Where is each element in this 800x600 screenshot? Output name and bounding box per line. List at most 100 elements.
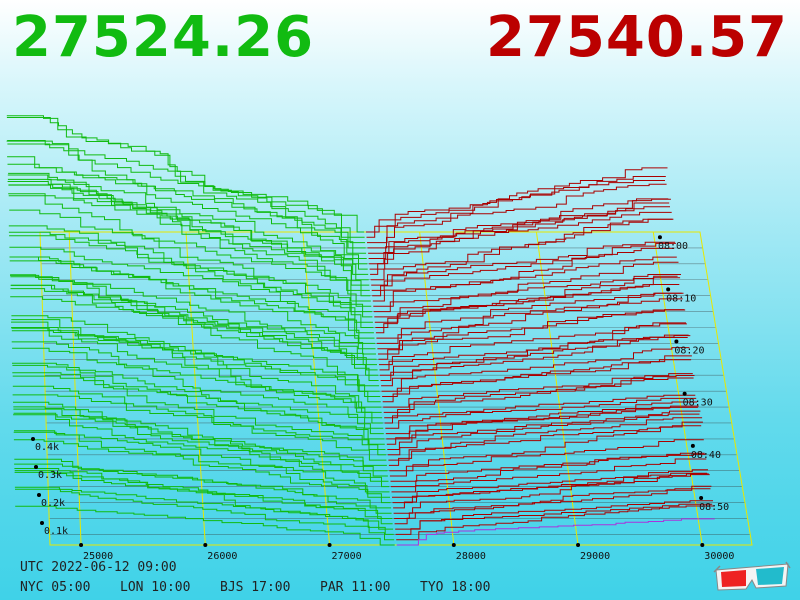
bid-depth-curve — [7, 143, 367, 259]
bid-depth-curve — [9, 209, 374, 328]
bid-depth-curve — [13, 412, 389, 488]
bid-depth-series — [6, 115, 395, 546]
ask-depth-curve — [373, 256, 677, 307]
ask-depth-curve — [386, 405, 699, 445]
bid-depth-curve — [15, 505, 395, 546]
ask-depth-curve — [375, 274, 681, 334]
time-tick-label: 08:20 — [674, 346, 704, 357]
ask-depth-curve — [384, 375, 695, 419]
bid-depth-curve — [14, 486, 394, 535]
ask-depth-curve — [383, 377, 694, 413]
time-tick-label: 08:30 — [683, 398, 713, 409]
price-tick-marker — [576, 543, 581, 547]
ask-depth-curve — [366, 176, 666, 238]
bid-depth-curve — [12, 385, 387, 461]
price-tick-label: 26000 — [207, 551, 237, 562]
bid-depth-curve — [11, 341, 383, 419]
3d-glasses-icon[interactable] — [712, 560, 792, 594]
ask-depth-curve — [382, 355, 692, 403]
bid-price: 27524.26 — [12, 5, 315, 70]
price-gridline — [419, 231, 455, 546]
bid-depth-curve — [10, 284, 379, 381]
ask-depth-curve — [387, 410, 701, 456]
bid-depth-curve — [8, 184, 371, 302]
bid-depth-curve — [8, 231, 373, 318]
bid-depth-curve — [13, 406, 388, 477]
ask-depth-curve — [377, 292, 684, 350]
ask-depth-curve — [396, 518, 715, 546]
time-tick-marker — [690, 443, 695, 448]
bid-depth-curve — [13, 408, 389, 482]
bid-depth-curve — [10, 284, 380, 387]
ask-depth-curve — [385, 397, 697, 429]
ask-depth-curve — [378, 309, 685, 355]
time-tick-marker — [657, 235, 662, 240]
tz-bjs: BJS 17:00 — [220, 580, 291, 595]
bid-depth-curve — [15, 488, 395, 541]
bid-depth-curve — [14, 470, 394, 530]
bid-depth-curve — [14, 430, 391, 504]
bid-depth-curve — [10, 296, 377, 366]
bid-depth-curve — [11, 321, 380, 392]
utc-time: UTC 2022-06-12 09:00 — [20, 560, 177, 575]
bid-depth-curve — [6, 115, 365, 238]
bid-depth-curve — [12, 364, 385, 445]
price-gridline — [68, 231, 82, 546]
bid-depth-curve — [7, 140, 367, 254]
depth-tick-marker — [31, 437, 35, 441]
bid-depth-curve — [9, 256, 375, 339]
bid-depth-curve — [11, 319, 381, 403]
time-tick-marker — [699, 496, 704, 501]
ask-depth-curve — [391, 458, 707, 493]
bid-depth-curve — [12, 394, 386, 450]
bid-depth-curve — [13, 401, 387, 466]
time-tick-marker — [674, 339, 679, 344]
bid-depth-curve — [8, 195, 372, 307]
axis-labels: 25000 26000 27000 28000 29000 30000 08:00 08:10… — [31, 235, 734, 562]
price-tick-label: 25000 — [83, 551, 113, 562]
bid-depth-curve — [14, 458, 392, 514]
bid-depth-curve — [8, 193, 370, 291]
price-tick-marker — [79, 543, 84, 547]
ask-depth-curve — [379, 322, 686, 366]
ask-depth-curve — [392, 472, 708, 498]
bid-depth-curve — [9, 235, 373, 323]
bid-depth-curve — [9, 246, 374, 334]
depth-tick-marker — [34, 465, 38, 469]
tz-tyo: TYO 18:00 — [420, 580, 491, 595]
bid-depth-curve — [10, 276, 378, 371]
ask-depth-curve — [373, 275, 678, 313]
ask-depth-curve — [394, 488, 711, 519]
bid-depth-curve — [11, 327, 382, 413]
bid-depth-curve — [7, 174, 369, 275]
price-tick-label: 27000 — [332, 551, 362, 562]
time-tick-marker — [666, 287, 671, 292]
ask-depth-curve — [383, 373, 693, 408]
depth-tick-marker — [40, 521, 44, 525]
depth-tick-label: 0.1k — [44, 526, 68, 537]
ask-depth-curve — [375, 277, 681, 328]
bid-depth-curve — [13, 431, 390, 493]
bid-depth-curve — [11, 315, 382, 408]
bid-depth-curve — [6, 117, 366, 244]
ask-depth-curve — [370, 211, 672, 275]
time-tick-label: 08:40 — [691, 450, 721, 461]
depth-tick-label: 0.4k — [35, 442, 59, 453]
ask-depth-curve — [396, 505, 714, 541]
ask-depth-curve — [393, 474, 710, 514]
ask-price: 27540.57 — [485, 5, 788, 70]
ask-depth-curve — [393, 473, 709, 509]
price-tick-marker — [700, 543, 705, 547]
ask-depth-curve — [372, 242, 676, 302]
depth-tick-label: 0.2k — [41, 498, 65, 509]
bid-depth-curve — [7, 163, 368, 265]
ask-depth-curve — [367, 183, 667, 244]
ask-depth-curve — [391, 453, 706, 488]
ask-depth-curve — [384, 394, 696, 424]
ask-depth-curve — [381, 347, 690, 387]
ask-depth-curve — [394, 485, 712, 525]
ask-depth-curve — [381, 335, 691, 392]
ask-depth-curve — [369, 198, 671, 270]
ask-depth-curve — [378, 309, 686, 360]
